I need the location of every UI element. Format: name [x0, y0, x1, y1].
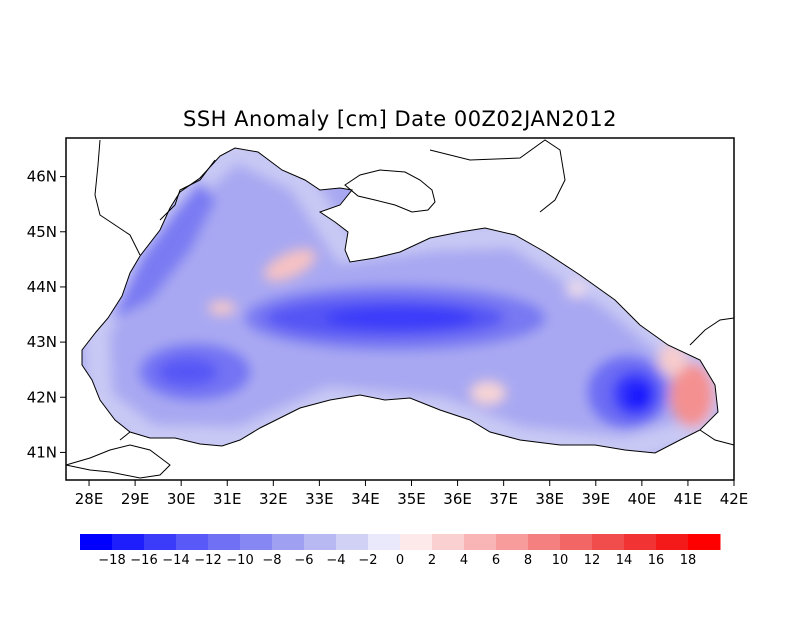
colorbar-tick-label: 12	[584, 553, 601, 568]
marmara-coastline	[65, 444, 171, 479]
colorbar-swatch	[304, 534, 337, 550]
x-tick-label: 35E	[397, 490, 426, 508]
bosporus	[119, 431, 131, 441]
south-coast-high	[470, 381, 506, 405]
x-tick-label: 36E	[443, 490, 472, 508]
x-tick-label: 31E	[213, 490, 242, 508]
colorbar-tick-label: −8	[262, 553, 281, 568]
x-tick-label: 39E	[582, 490, 611, 508]
colorbar-tick-label: 6	[492, 553, 500, 568]
x-axis: 28E 29E 30E 31E 32E 33E 34E 35E 36E 37E 38E 39E 40E 4…	[75, 480, 749, 508]
colorbar: −18 −16 −14 −12 −10 −8 −6 −4 −2 0 2 4 6 8 10 12 14 16 18	[80, 534, 721, 568]
x-tick-label: 42E	[720, 490, 749, 508]
colorbar-tick-label: −2	[358, 553, 377, 568]
colorbar-swatch	[208, 534, 241, 550]
east-coast-high	[658, 344, 686, 376]
colorbar-tick-label: −12	[194, 553, 221, 568]
x-tick-label: 33E	[305, 490, 334, 508]
x-tick-label: 40E	[628, 490, 657, 508]
ridge-high-west	[208, 301, 236, 315]
colorbar-tick-label: 18	[680, 553, 697, 568]
crimea-ridge-high	[264, 248, 316, 282]
colorbar-swatch	[368, 534, 401, 550]
colorbar-swatch	[496, 534, 529, 550]
y-tick-label: 43N	[27, 333, 57, 351]
colorbar-tick-label: −16	[130, 553, 157, 568]
colorbar-swatch	[400, 534, 433, 550]
x-tick-label: 29E	[121, 490, 150, 508]
colorbar-swatch	[464, 534, 497, 550]
caucasus-line	[689, 317, 735, 346]
colorbar-swatch	[560, 534, 593, 550]
colorbar-tick-label: −4	[326, 553, 345, 568]
colorbar-swatch	[688, 534, 721, 550]
colorbar-tick-label: 14	[616, 553, 633, 568]
colorbar-swatch	[528, 534, 561, 550]
colorbar-swatch	[656, 534, 689, 550]
colorbar-swatch	[112, 534, 145, 550]
x-tick-label: 32E	[259, 490, 288, 508]
y-tick-label: 44N	[27, 278, 57, 296]
colorbar-swatch	[240, 534, 273, 550]
colorbar-swatch	[592, 534, 625, 550]
colorbar-tick-label: 0	[396, 553, 404, 568]
map-frame	[65, 137, 735, 481]
colorbar-tick-label: 10	[552, 553, 569, 568]
coastlines	[65, 139, 735, 479]
east-border	[699, 429, 735, 446]
trough-core	[325, 307, 475, 329]
colorbar-swatch	[176, 534, 209, 550]
x-tick-label: 30E	[167, 490, 196, 508]
colorbar-swatch	[624, 534, 657, 550]
x-tick-label: 38E	[535, 490, 564, 508]
colorbar-tick-label: −14	[162, 553, 189, 568]
x-tick-label: 41E	[674, 490, 703, 508]
y-tick-label: 46N	[27, 168, 57, 186]
x-tick-label: 34E	[351, 490, 380, 508]
ne-land-line	[429, 139, 566, 213]
colorbar-tick-label: 4	[460, 553, 468, 568]
y-axis: 41N 42N 43N 44N 45N 46N	[27, 168, 66, 461]
nw-shore-detail	[159, 159, 216, 221]
west-gyre-core	[158, 358, 218, 386]
azov-coastline	[344, 169, 436, 213]
y-tick-label: 42N	[27, 388, 57, 406]
georgian-coast-high	[670, 363, 714, 427]
colorbar-tick-label: −6	[294, 553, 313, 568]
chart-title: SSH Anomaly [cm] Date 00Z02JAN2012	[183, 107, 617, 131]
x-tick-label: 37E	[489, 490, 518, 508]
colorbar-tick-label: 8	[524, 553, 532, 568]
east-gyre-core	[628, 386, 648, 406]
colorbar-tick-label: −18	[98, 553, 125, 568]
nw-border	[94, 139, 141, 256]
x-tick-label: 28E	[75, 490, 104, 508]
colorbar-swatch	[80, 534, 113, 550]
colorbar-swatch	[144, 534, 177, 550]
y-tick-label: 45N	[27, 223, 57, 241]
colorbar-tick-label: 16	[648, 553, 665, 568]
western-shelf-low	[110, 180, 215, 320]
colorbar-swatch	[336, 534, 369, 550]
colorbar-tick-label: −10	[226, 553, 253, 568]
colorbar-swatch	[432, 534, 465, 550]
colorbar-swatch	[272, 534, 305, 550]
northeast-small-high	[566, 282, 586, 298]
y-tick-label: 41N	[27, 443, 57, 461]
colorbar-tick-label: 2	[428, 553, 436, 568]
